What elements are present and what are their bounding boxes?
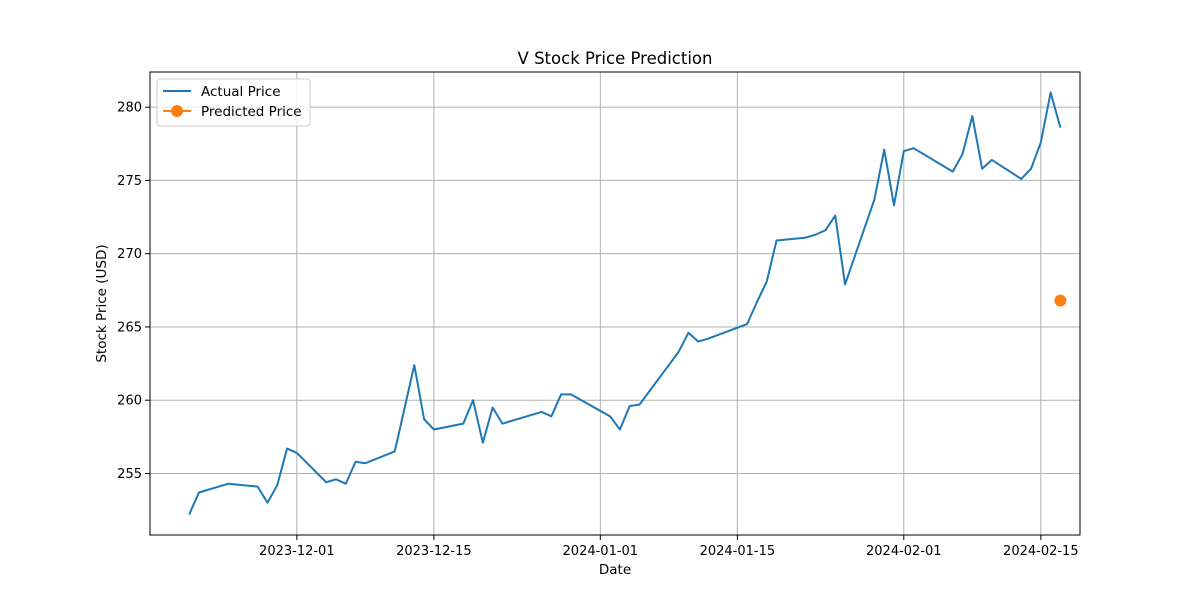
legend-label: Actual Price xyxy=(201,84,281,100)
series-0 xyxy=(188,91,1062,515)
y-tick-label: 270 xyxy=(117,247,142,262)
plot-frame xyxy=(149,71,1081,536)
x-tick-label: 2023-12-15 xyxy=(396,544,472,559)
legend-label: Predicted Price xyxy=(201,104,302,120)
x-tick-label: 2024-01-15 xyxy=(700,544,776,559)
legend-item: Predicted Price xyxy=(163,104,302,120)
axis-ticks: 2023-12-01 2023-12-15 2024-01-01 2024-01-15… xyxy=(117,101,1078,559)
legend-item: Actual Price xyxy=(163,84,281,100)
x-tick-label: 2024-02-01 xyxy=(866,544,942,559)
series-1 xyxy=(1054,294,1067,307)
y-tick-label: 280 xyxy=(117,101,142,116)
x-axis-label: Date xyxy=(599,562,631,578)
series-line xyxy=(188,91,1062,515)
plot-series xyxy=(188,91,1067,515)
legend: Actual Price Predicted Price xyxy=(156,78,311,127)
x-tick-label: 2024-02-15 xyxy=(1003,544,1079,559)
x-tick-label: 2023-12-01 xyxy=(259,544,335,559)
y-tick-label: 265 xyxy=(117,320,142,335)
legend-marker xyxy=(171,105,183,117)
y-tick-label: 275 xyxy=(117,174,142,189)
y-tick-label: 255 xyxy=(117,467,142,482)
grid xyxy=(150,72,1080,535)
legend-frame xyxy=(156,78,311,127)
y-tick-label: 260 xyxy=(117,394,142,409)
y-axis-label: Stock Price (USD) xyxy=(94,244,110,362)
chart-title: V Stock Price Prediction xyxy=(518,49,713,68)
data-point xyxy=(1054,294,1067,307)
x-tick-label: 2024-01-01 xyxy=(563,544,639,559)
